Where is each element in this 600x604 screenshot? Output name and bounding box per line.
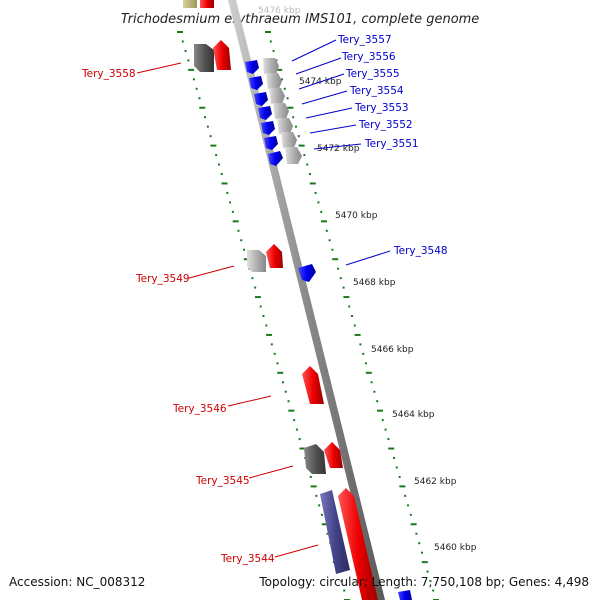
gene-feature[interactable] (200, 0, 214, 8)
gene-tery-3556[interactable] (249, 76, 263, 90)
gene-tery-3558-partner[interactable] (194, 44, 214, 72)
label-leader-lines (136, 39, 391, 558)
gene-label[interactable]: Tery_3551 (364, 138, 419, 150)
gene-label[interactable]: Tery_3546 (172, 403, 227, 415)
gene-tery-3544[interactable] (320, 490, 350, 574)
gene-feature[interactable] (285, 147, 302, 164)
gene-feature[interactable] (266, 73, 282, 89)
gene-label[interactable]: Tery_3556 (341, 51, 396, 63)
genome-summary-text: Topology: circular; Length: 7,750,108 bp… (258, 575, 589, 589)
kbp-tick-label: 5460 kbp (434, 543, 477, 553)
forward-strand-labels: Tery_3557 Tery_3556 Tery_3555 Tery_3554 … (337, 34, 448, 257)
gene-feature[interactable] (273, 103, 289, 119)
gene-label[interactable]: Tery_3558 (81, 68, 136, 80)
gene-feature[interactable] (263, 58, 279, 74)
kbp-tick-label: 5466 kbp (371, 345, 414, 355)
gene-tery-3553[interactable] (261, 121, 275, 135)
kbp-tick-label: 5464 kbp (392, 410, 435, 420)
gene-label[interactable]: Tery_3544 (220, 553, 275, 565)
gene-tery-3558[interactable] (213, 40, 231, 70)
gene-label[interactable]: Tery_3553 (354, 102, 409, 114)
gene-label[interactable]: Tery_3548 (393, 245, 448, 257)
gene-feature[interactable] (183, 0, 197, 8)
gene-tery-3552[interactable] (264, 136, 278, 150)
gene-tery-3544-red[interactable] (338, 488, 378, 600)
gene-tery-3555[interactable] (254, 92, 268, 106)
gene-tery-3551[interactable] (268, 151, 283, 166)
kbp-tick-label: 5470 kbp (335, 211, 378, 221)
kbp-tick-label-partial: 5476 kbp (258, 6, 301, 16)
forward-strand-genes (245, 58, 412, 600)
kbp-tick-label: 5462 kbp (414, 477, 457, 487)
gene-tery-3546[interactable] (302, 366, 324, 404)
gene-tery-3548[interactable] (298, 264, 316, 282)
gene-tery-3545[interactable] (324, 442, 343, 468)
gene-label[interactable]: Tery_3555 (345, 68, 400, 80)
gene-tery-3554[interactable] (258, 106, 272, 120)
accession-text: Accession: NC_008312 (9, 575, 145, 589)
gene-tery-3557[interactable] (245, 60, 259, 74)
gene-feature[interactable] (277, 118, 293, 134)
gene-feature[interactable] (398, 590, 412, 600)
gene-label[interactable]: Tery_3552 (358, 119, 413, 131)
kbp-tick-label: 5468 kbp (353, 278, 396, 288)
gene-label[interactable]: Tery_3554 (349, 85, 404, 97)
gene-feature[interactable] (269, 88, 285, 104)
map-title: Trichodesmium erythraeum IMS101, complet… (121, 12, 480, 27)
genome-backbone (228, 0, 385, 600)
gene-feature[interactable] (247, 250, 266, 272)
gene-label[interactable]: Tery_3557 (337, 34, 392, 46)
gene-label[interactable]: Tery_3545 (195, 475, 250, 487)
kbp-tick-label: 5472 kbp (317, 144, 360, 154)
reverse-strand-labels: Tery_3558 Tery_3549 Tery_3546 Tery_3545 … (81, 68, 275, 565)
gene-label[interactable]: Tery_3549 (135, 273, 190, 285)
gene-feature[interactable] (304, 444, 326, 474)
gene-feature[interactable] (281, 132, 297, 148)
gene-tery-3549[interactable] (266, 244, 283, 268)
reverse-strand-genes (183, 0, 378, 600)
